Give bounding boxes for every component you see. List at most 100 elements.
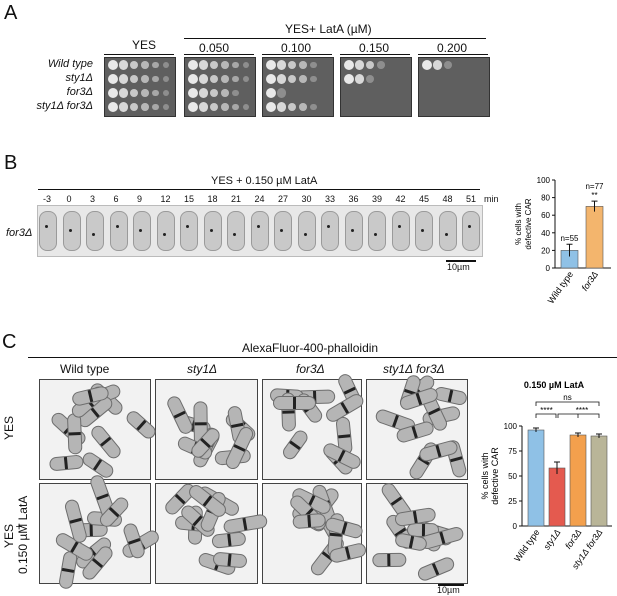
colony-spot	[119, 60, 129, 70]
timepoint-label: 48	[442, 194, 453, 204]
colony-spot	[266, 88, 276, 98]
significance-mark: **	[591, 191, 597, 200]
significance-bracket	[535, 401, 600, 406]
panel-a-col-rule-0200	[418, 54, 488, 55]
panel-a-row-for3: for3Δ	[66, 86, 93, 98]
colony-spot	[210, 102, 219, 112]
colony-spot	[232, 89, 239, 97]
colony-spot	[232, 75, 239, 83]
y-tick-label: 40	[541, 229, 550, 238]
colony-spot	[130, 60, 139, 70]
timelapse-cell	[297, 211, 316, 251]
timelapse-dot	[209, 229, 213, 232]
panel-c-chart: 0.150 µM LatA 0 25 50 75 100 % cells withdefec…	[480, 380, 612, 571]
panel-a-row-wildtype: Wild type	[47, 58, 93, 70]
colony-spot	[141, 89, 149, 97]
timelapse-cell	[462, 211, 480, 251]
colony-spot	[277, 88, 287, 98]
colony-spot	[444, 60, 453, 70]
y-tick-label: 60	[541, 211, 550, 220]
colony-spot	[141, 61, 149, 69]
colony-spot	[288, 74, 297, 84]
timelapse-cell	[62, 211, 81, 251]
x-tick-label: sty1Δ	[542, 527, 563, 551]
colony-spot	[199, 74, 209, 84]
timelapse-dot	[115, 225, 119, 228]
timepoint-label: 45	[419, 194, 430, 204]
timelapse-cell	[321, 211, 339, 251]
colony-spot	[366, 60, 375, 70]
y-axis-label-line2: defective CAR	[524, 198, 533, 249]
panel-c-scalebar-label: 10µm	[437, 585, 460, 595]
colony-spot	[199, 60, 209, 70]
colony-spot	[199, 102, 209, 112]
panel-a-letter: A	[4, 2, 18, 24]
colony-spot	[188, 74, 198, 84]
colony-spot	[266, 74, 276, 84]
panel-b-condition: YES + 0.150 µM LatA	[211, 175, 318, 187]
timelapse-dot	[162, 233, 166, 236]
y-tick-label: 0	[546, 264, 551, 273]
colony-spot	[108, 60, 118, 70]
colony-spot	[152, 89, 159, 97]
colony-spot	[266, 60, 276, 70]
significance-bracket	[557, 413, 600, 418]
timelapse-dot	[327, 225, 330, 228]
y-tick-label: 50	[508, 472, 517, 481]
colony-spot	[119, 102, 129, 112]
colony-spot	[243, 62, 249, 68]
colony-spot	[141, 103, 149, 111]
timelapse-cell	[39, 211, 57, 251]
timelapse-dot	[397, 225, 401, 228]
timepoint-label: 18	[207, 194, 218, 204]
panel-c-col-sty1: sty1Δ	[187, 362, 218, 376]
colony-spot	[210, 60, 219, 70]
colony-spot	[310, 103, 317, 111]
colony-spot	[433, 60, 443, 70]
timepoint-label: 6	[113, 194, 119, 204]
timelapse-dot	[68, 229, 72, 232]
colony-spot	[277, 102, 287, 112]
colony-spot	[130, 102, 139, 112]
x-tick-label: for3Δ	[580, 269, 601, 292]
panel-c-scalebar	[438, 584, 464, 586]
panel-a-col-rule-0100	[262, 54, 332, 55]
colony-spot	[199, 88, 209, 98]
chart-title: 0.150 µM LatA	[524, 380, 585, 390]
bar	[590, 435, 608, 527]
colony-spot	[355, 60, 365, 70]
timepoint-label: 36	[348, 194, 359, 204]
colony-spot	[277, 74, 287, 84]
colony-spot	[344, 74, 354, 84]
bar	[527, 429, 545, 527]
colony-spot	[119, 74, 129, 84]
colony-spot	[299, 75, 307, 83]
timelapse-dot	[139, 229, 142, 232]
panel-b-strain-label: for3Δ	[6, 227, 33, 239]
colony-spot	[310, 75, 317, 83]
colony-spot	[188, 60, 198, 70]
y-tick-label: 100	[504, 422, 518, 431]
panel-a-col-rule-0050	[184, 54, 254, 55]
timelapse-cell	[156, 211, 175, 251]
panel-a-col-0150: 0.150	[359, 41, 390, 55]
panel-c-letter: C	[2, 331, 17, 353]
timelapse-cell	[109, 211, 128, 251]
timelapse-dot	[421, 229, 424, 232]
panel-c-row-yes: YES	[2, 415, 16, 440]
y-tick-label: 20	[541, 246, 550, 255]
panel-b-scalebar	[446, 260, 476, 262]
timelapse-dot	[256, 225, 260, 228]
timepoint-label: 24	[254, 194, 265, 204]
timepoint-label: 33	[325, 194, 336, 204]
colony-spot	[119, 88, 129, 98]
timelapse-cell	[133, 211, 151, 251]
y-tick-label: 25	[508, 497, 517, 506]
time-unit: min	[484, 194, 499, 204]
bar	[548, 467, 566, 527]
colony-spot	[310, 61, 317, 69]
timepoint-label: -3	[43, 194, 52, 204]
panel-c-stain: AlexaFluor-400-phalloidin	[242, 341, 379, 355]
colony-spot	[299, 61, 307, 69]
colony-spot	[210, 74, 219, 84]
